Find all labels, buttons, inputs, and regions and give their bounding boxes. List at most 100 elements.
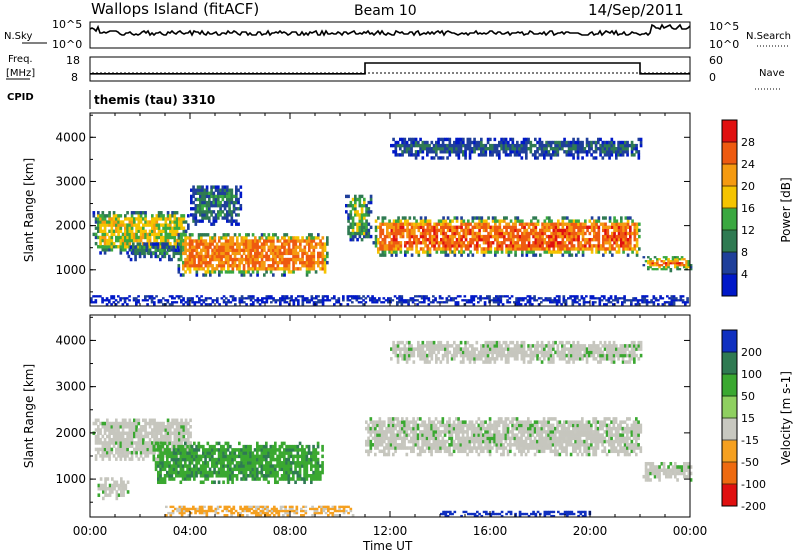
heatmap-cell: [573, 295, 577, 298]
heatmap-cell: [106, 248, 109, 252]
heatmap-cell: [360, 216, 364, 220]
heatmap-cell: [238, 248, 241, 252]
heatmap-cell: [319, 251, 322, 256]
heatmap-cell: [409, 299, 413, 302]
heatmap-cell: [434, 299, 437, 302]
heatmap-cell: [271, 464, 275, 468]
heatmap-cell: [159, 467, 162, 472]
heatmap-cell: [536, 150, 539, 154]
heatmap-cell: [652, 297, 656, 300]
heatmap-cell: [204, 245, 208, 249]
heatmap-cell: [281, 295, 284, 298]
heatmap-cell: [594, 297, 597, 300]
heatmap-cell: [351, 203, 355, 208]
heatmap-cell: [262, 457, 266, 462]
heatmap-cell: [280, 477, 284, 481]
heatmap-cell: [437, 244, 441, 248]
heatmap-cell: [283, 477, 286, 481]
heatmap-cell: [217, 194, 220, 199]
heatmap-cell: [314, 464, 318, 468]
heatmap-cell: [134, 254, 137, 259]
heatmap-cell: [351, 222, 355, 226]
heatmap-cell: [209, 242, 212, 246]
heatmap-cell: [521, 222, 524, 226]
heatmap-cell: [576, 137, 580, 142]
heatmap-cell: [594, 301, 597, 304]
heatmap-cell: [213, 464, 216, 468]
heatmap-cell: [220, 260, 223, 265]
heatmap-cell: [674, 266, 677, 269]
heatmap-cell: [150, 251, 153, 256]
heatmap-cell: [168, 451, 171, 455]
heatmap-cell: [444, 247, 448, 251]
heatmap-cell: [240, 260, 244, 265]
heatmap-cell: [614, 299, 617, 302]
heatmap-cell: [123, 297, 127, 300]
heatmap-cell: [534, 234, 538, 239]
heatmap-cell: [579, 222, 583, 226]
heatmap-cell: [570, 231, 574, 236]
heatmap-cell: [471, 216, 475, 220]
heatmap-cell: [628, 143, 632, 148]
heatmap-cell: [126, 251, 129, 255]
heatmap-cell: [195, 264, 199, 268]
heatmap-cell: [521, 244, 524, 248]
heatmap-cell: [489, 231, 493, 236]
heatmap-cell: [596, 297, 599, 300]
heatmap-cell: [422, 237, 425, 242]
heatmap-cell: [477, 297, 480, 300]
heatmap-cell: [159, 461, 162, 465]
heatmap-cell: [408, 234, 412, 239]
heatmap-cell: [491, 228, 495, 233]
heatmap-cell: [401, 222, 405, 226]
heatmap-cell: [240, 242, 244, 246]
heatmap-cell: [672, 299, 676, 302]
heatmap-cell: [608, 219, 612, 223]
heatmap-cell: [204, 242, 208, 246]
heatmap-cell: [283, 267, 286, 271]
heatmap-cell: [135, 431, 138, 436]
heatmap-cell: [231, 454, 234, 459]
heatmap-cell: [469, 222, 472, 226]
heatmap-cell: [573, 299, 577, 302]
heatmap-cell: [314, 236, 318, 240]
heatmap-cell: [191, 248, 194, 252]
heatmap-cell: [506, 295, 509, 298]
heatmap-cell: [198, 301, 201, 304]
heatmap-cell: [296, 474, 300, 478]
heatmap-cell: [108, 241, 111, 246]
heatmap-cell: [649, 262, 652, 265]
heatmap-cell: [170, 464, 174, 468]
heatmap-cell: [367, 207, 371, 211]
heatmap-cell: [689, 268, 693, 271]
heatmap-cell: [435, 153, 438, 157]
heatmap-cell: [609, 301, 613, 304]
heatmap-cell: [138, 251, 142, 256]
heatmap-cell: [636, 299, 640, 302]
heatmap-cell: [159, 464, 162, 468]
colorbar-tick-label: 12: [741, 224, 755, 237]
heatmap-cell: [156, 245, 160, 249]
heatmap-cell: [153, 297, 156, 300]
heatmap-cell: [195, 470, 198, 475]
heatmap-cell: [292, 474, 295, 478]
heatmap-cell: [374, 228, 378, 233]
heatmap-cell: [464, 237, 468, 242]
heatmap-cell: [437, 228, 441, 233]
heatmap-cell: [92, 295, 95, 298]
heatmap-cell: [184, 474, 187, 478]
heatmap-cell: [124, 223, 127, 227]
heatmap-cell: [160, 441, 163, 445]
heatmap-cell: [442, 219, 445, 223]
heatmap-cell: [488, 297, 491, 300]
heatmap-cell: [548, 225, 551, 230]
heatmap-cell: [676, 266, 679, 269]
heatmap-cell: [301, 260, 304, 265]
heatmap-cell: [115, 457, 118, 461]
heatmap-cell: [561, 219, 565, 223]
heatmap-cell: [222, 461, 225, 465]
heatmap-cell: [270, 297, 273, 300]
heatmap-cell: [137, 431, 141, 436]
heatmap-cell: [186, 267, 190, 271]
heatmap-cell: [517, 301, 521, 304]
